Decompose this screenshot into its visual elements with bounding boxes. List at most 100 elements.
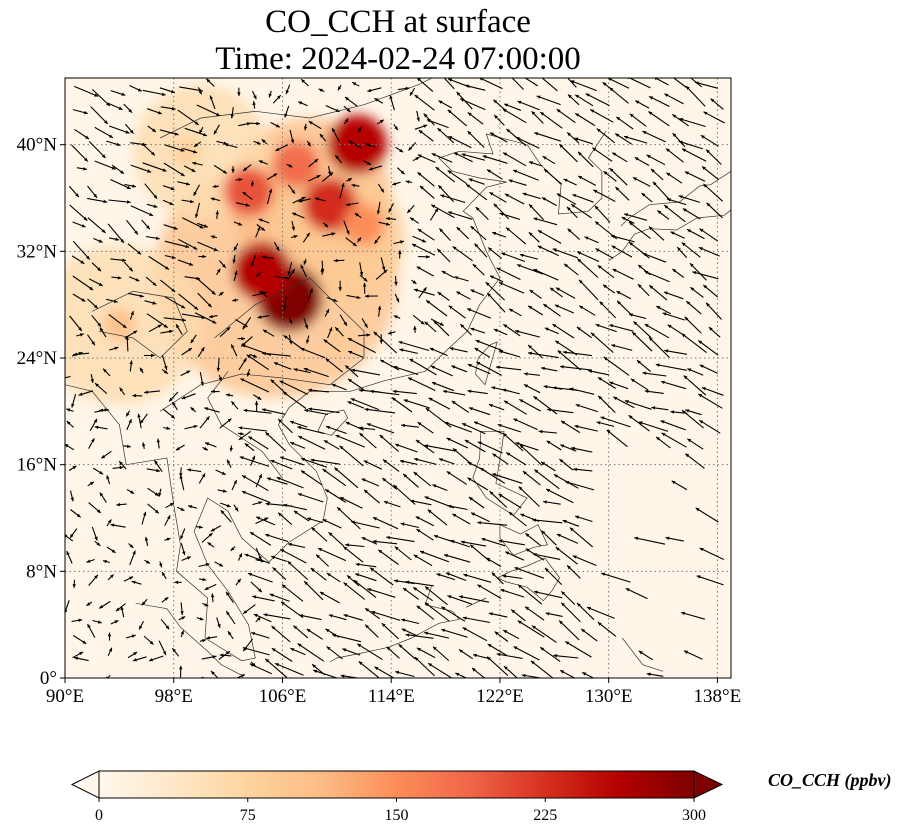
wind-arrow bbox=[112, 465, 124, 470]
wind-arrow-head bbox=[94, 93, 99, 97]
coastline-segment bbox=[329, 584, 460, 663]
wind-arrow-head bbox=[515, 137, 520, 141]
wind-arrow bbox=[145, 235, 160, 240]
wind-arrow-head bbox=[203, 446, 208, 451]
wind-arrow bbox=[72, 109, 88, 115]
wind-arrow bbox=[577, 175, 596, 186]
wind-arrow bbox=[584, 236, 599, 244]
wind-arrow bbox=[331, 127, 341, 143]
wind-arrow-head bbox=[126, 412, 130, 417]
wind-arrow-head bbox=[127, 444, 131, 448]
wind-arrow bbox=[516, 264, 544, 275]
wind-arrow bbox=[202, 602, 209, 607]
wind-arrow bbox=[512, 169, 539, 181]
wind-arrow-shaft bbox=[681, 242, 701, 258]
wind-arrow-head bbox=[345, 543, 349, 547]
wind-arrow bbox=[631, 331, 653, 352]
wind-arrow bbox=[76, 167, 88, 171]
wind-arrow-shaft bbox=[514, 566, 545, 579]
wind-arrow bbox=[311, 526, 328, 542]
wind-arrow bbox=[666, 172, 683, 184]
wind-arrow bbox=[678, 140, 704, 150]
wind-arrow-shaft bbox=[556, 533, 579, 544]
wind-arrow-shaft bbox=[452, 447, 473, 465]
wind-arrow bbox=[129, 360, 133, 372]
wind-arrow bbox=[656, 305, 672, 315]
wind-arrow bbox=[179, 528, 186, 540]
gridlines bbox=[65, 78, 731, 678]
wind-arrow bbox=[363, 460, 383, 470]
wind-arrow-head bbox=[290, 648, 295, 652]
wind-arrow bbox=[592, 147, 613, 162]
wind-arrow bbox=[74, 656, 89, 662]
colorbar-tick-label: 300 bbox=[682, 807, 706, 824]
wind-arrow-head bbox=[219, 653, 224, 657]
wind-arrow-head bbox=[394, 546, 399, 551]
wind-arrow-head bbox=[531, 625, 536, 630]
wind-arrow-head bbox=[257, 616, 261, 621]
wind-arrow bbox=[459, 98, 486, 111]
wind-arrow bbox=[106, 546, 116, 554]
wind-arrow bbox=[358, 426, 376, 431]
wind-arrow-head bbox=[231, 401, 235, 406]
wind-arrow-head bbox=[426, 255, 430, 259]
wind-arrow-head bbox=[251, 455, 255, 460]
wind-arrow bbox=[261, 138, 268, 145]
wind-arrow-head bbox=[398, 644, 403, 648]
wind-arrow-head bbox=[428, 663, 433, 667]
wind-arrow-head bbox=[517, 100, 522, 105]
wind-arrow bbox=[464, 439, 486, 453]
wind-arrow-head bbox=[220, 510, 225, 515]
wind-arrow bbox=[632, 176, 651, 187]
concentration-hotspot bbox=[302, 177, 358, 232]
wind-arrow-head bbox=[563, 178, 568, 183]
wind-arrow-shaft bbox=[703, 183, 724, 202]
wind-arrow-head bbox=[213, 130, 218, 135]
wind-arrow bbox=[343, 614, 364, 621]
wind-arrow-head bbox=[117, 276, 122, 280]
wind-arrow-head bbox=[204, 603, 209, 607]
wind-arrow-head bbox=[210, 593, 215, 598]
wind-arrow bbox=[219, 326, 231, 338]
wind-arrow-head bbox=[560, 365, 564, 369]
wind-arrow bbox=[351, 368, 380, 376]
wind-arrow-head bbox=[272, 567, 277, 572]
wind-arrow-head bbox=[515, 442, 520, 446]
wind-vectors bbox=[65, 78, 725, 678]
wind-arrow-head bbox=[365, 294, 369, 298]
wind-arrow-head bbox=[575, 94, 580, 99]
wind-arrow-head bbox=[400, 170, 405, 175]
wind-arrow-shaft bbox=[249, 531, 272, 546]
wind-arrow-head bbox=[666, 198, 671, 202]
wind-arrow-head bbox=[698, 394, 703, 398]
wind-arrow-head bbox=[475, 340, 480, 344]
wind-arrow bbox=[344, 96, 358, 107]
wind-arrow bbox=[123, 444, 131, 448]
wind-arrow-head bbox=[139, 625, 143, 630]
wind-arrow-head bbox=[413, 325, 417, 330]
wind-arrow bbox=[161, 596, 169, 603]
wind-arrow-head bbox=[172, 401, 176, 406]
wind-arrow-head bbox=[690, 287, 695, 291]
wind-arrow bbox=[177, 259, 194, 266]
wind-arrow bbox=[426, 119, 449, 129]
wind-arrow bbox=[671, 480, 688, 491]
wind-arrow bbox=[115, 603, 126, 612]
wind-arrow-head bbox=[600, 416, 605, 420]
wind-arrow-head bbox=[630, 378, 635, 383]
wind-arrow-head bbox=[72, 584, 76, 588]
wind-arrow bbox=[546, 440, 562, 451]
wind-arrow bbox=[412, 156, 420, 162]
wind-arrow-head bbox=[359, 433, 364, 437]
wind-arrow bbox=[88, 141, 106, 159]
wind-arrow-head bbox=[454, 152, 458, 156]
wind-arrow-head bbox=[224, 143, 229, 147]
wind-arrow-head bbox=[162, 651, 166, 656]
wind-arrow-head bbox=[534, 469, 539, 474]
wind-arrow-shaft bbox=[661, 432, 687, 448]
wind-arrow-head bbox=[462, 627, 467, 631]
wind-arrow-head bbox=[405, 580, 410, 584]
wind-arrow-shaft bbox=[699, 547, 725, 560]
wind-arrow-head bbox=[79, 333, 84, 337]
wind-arrow-head bbox=[519, 253, 524, 257]
